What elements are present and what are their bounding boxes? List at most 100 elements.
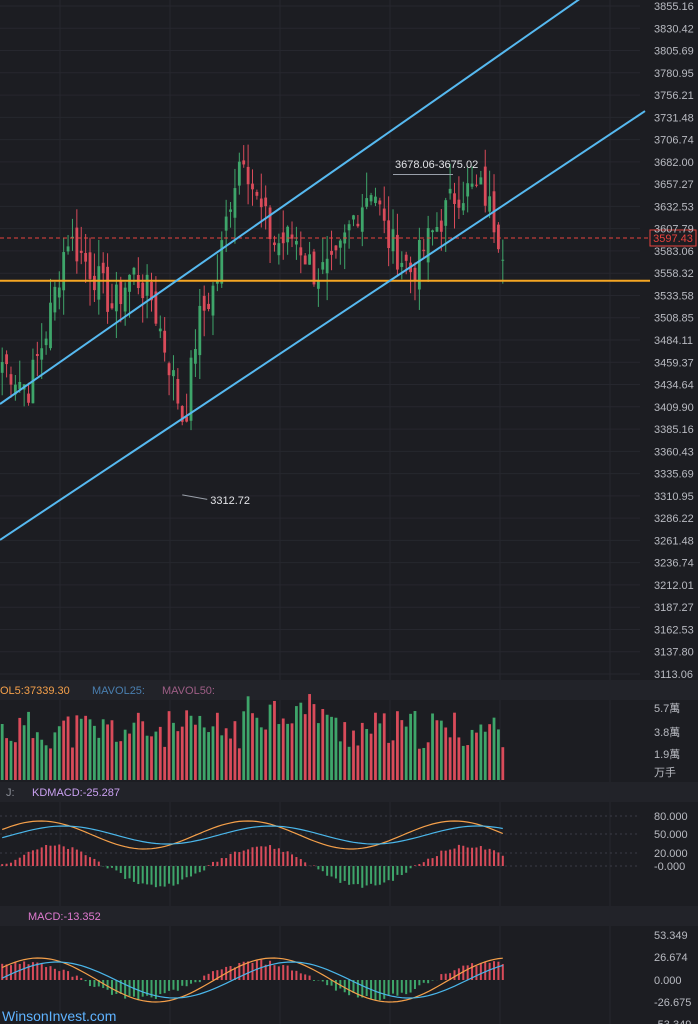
- macd-bar: [264, 964, 267, 980]
- kdmacd-bar: [176, 866, 179, 885]
- candle-body: [110, 303, 114, 309]
- volume-bar: [475, 732, 478, 780]
- macd-bar: [238, 963, 241, 980]
- kdmacd-bar: [286, 851, 289, 866]
- price-tick-label: 3113.06: [654, 669, 693, 681]
- volume-bar: [185, 710, 189, 780]
- volume-bar: [57, 726, 61, 780]
- kdmacd-bar: [326, 866, 329, 876]
- macd-bar: [466, 965, 469, 980]
- volume-bar: [79, 718, 83, 780]
- kdmacd-bar: [396, 866, 399, 875]
- volume-bar: [5, 738, 8, 780]
- kdmacd-bar: [1, 864, 4, 866]
- candle-body: [0, 362, 4, 373]
- price-axis: 3855.16 3830.42 3805.69 3780.95 3756.21 3731.…: [654, 1, 694, 681]
- kdmacd-bar: [194, 866, 197, 874]
- volume-bar: [369, 733, 373, 780]
- volume-bar: [343, 722, 347, 780]
- macd-bar: [1, 963, 4, 980]
- kdmacd-bar: [295, 857, 298, 866]
- macd-bar: [453, 970, 456, 980]
- candle-body: [378, 200, 382, 205]
- kdmacd-bar: [80, 851, 83, 866]
- candle-body: [444, 200, 448, 226]
- volume-bar: [457, 737, 461, 780]
- candle-body: [325, 258, 329, 274]
- price-tick-label: 3830.42: [654, 23, 694, 35]
- price-tick-label: 3805.69: [654, 46, 694, 58]
- candle-body: [57, 287, 61, 298]
- volume-bar: [382, 713, 386, 780]
- kdmacd-bar: [62, 846, 65, 866]
- candle-body: [13, 384, 17, 395]
- price-tick-label: 3434.64: [654, 380, 694, 392]
- macd-bar: [181, 980, 184, 986]
- macd-bar: [286, 965, 289, 980]
- kdmacd-bar: [273, 848, 276, 866]
- volume-bar: [396, 711, 399, 780]
- kdmacd-bar: [110, 866, 113, 868]
- price-tick-label: 3261.48: [654, 535, 694, 547]
- price-tick-label: 3558.32: [654, 268, 694, 280]
- volume-bar: [141, 721, 145, 780]
- macd-bar: [106, 980, 109, 990]
- volume-bar: [312, 704, 316, 780]
- kdmacd-bar: [203, 866, 206, 871]
- candle-body: [461, 203, 465, 211]
- candle-body: [404, 254, 408, 261]
- macd-bar: [304, 974, 307, 980]
- kdmacd-bar: [475, 847, 478, 866]
- candle-body: [413, 267, 417, 281]
- volume-bar: [431, 713, 434, 780]
- macd-bar: [479, 962, 482, 980]
- volume-bar: [360, 722, 364, 780]
- kdmacd-bar: [67, 848, 70, 866]
- volume-bar: [295, 706, 298, 780]
- price-tick-label: 3533.58: [654, 290, 694, 302]
- kdmacd-bar: [159, 866, 162, 887]
- volume-bar: [128, 733, 131, 780]
- kdmacd-bar: [418, 864, 421, 866]
- candle-body: [290, 234, 294, 239]
- kdmacd-bar: [361, 866, 364, 888]
- kdmacd-bar: [422, 862, 425, 866]
- volume-bar: [466, 745, 470, 780]
- candle-body: [35, 354, 39, 357]
- macd-bar: [348, 980, 351, 996]
- volume-bar: [391, 740, 395, 780]
- volume-bar: [66, 716, 70, 780]
- macd-axis-label: 0.000: [654, 975, 682, 987]
- kdmacd-bar: [260, 846, 263, 866]
- macd-label: MACD:-13.352: [28, 911, 101, 923]
- candle-body: [172, 370, 175, 377]
- kdmacd-bar: [440, 850, 443, 866]
- macd-axis-label: 53.349: [654, 930, 688, 942]
- volume-axis-label: 3.8萬: [654, 726, 680, 739]
- kdmacd-bar: [383, 866, 386, 883]
- kdmacd-d-line: [2, 825, 503, 845]
- macd-bar: [242, 961, 245, 980]
- candle-body: [466, 183, 470, 197]
- volume-bar: [246, 696, 250, 780]
- volume-bar: [286, 723, 290, 780]
- candle-body: [163, 330, 167, 353]
- kdmacd-bar: [317, 866, 320, 870]
- kdmacd-bar: [387, 866, 390, 881]
- volume-bar: [378, 723, 382, 780]
- volume-bar: [224, 728, 228, 780]
- volume-ma25-label: MAVOL25:: [92, 685, 145, 697]
- macd-bar: [198, 980, 201, 983]
- macd-bar: [501, 964, 504, 980]
- candle-body: [268, 207, 272, 240]
- volume-bar: [27, 711, 30, 780]
- candle-body: [75, 227, 79, 262]
- kdmacd-bar: [97, 861, 100, 866]
- volume-bar: [303, 714, 307, 780]
- macd-bar: [488, 962, 491, 980]
- macd-bar: [80, 978, 83, 980]
- candle-body: [360, 207, 364, 232]
- candle-body: [71, 236, 74, 238]
- volume-bar: [106, 724, 109, 780]
- volume-bar: [132, 722, 136, 780]
